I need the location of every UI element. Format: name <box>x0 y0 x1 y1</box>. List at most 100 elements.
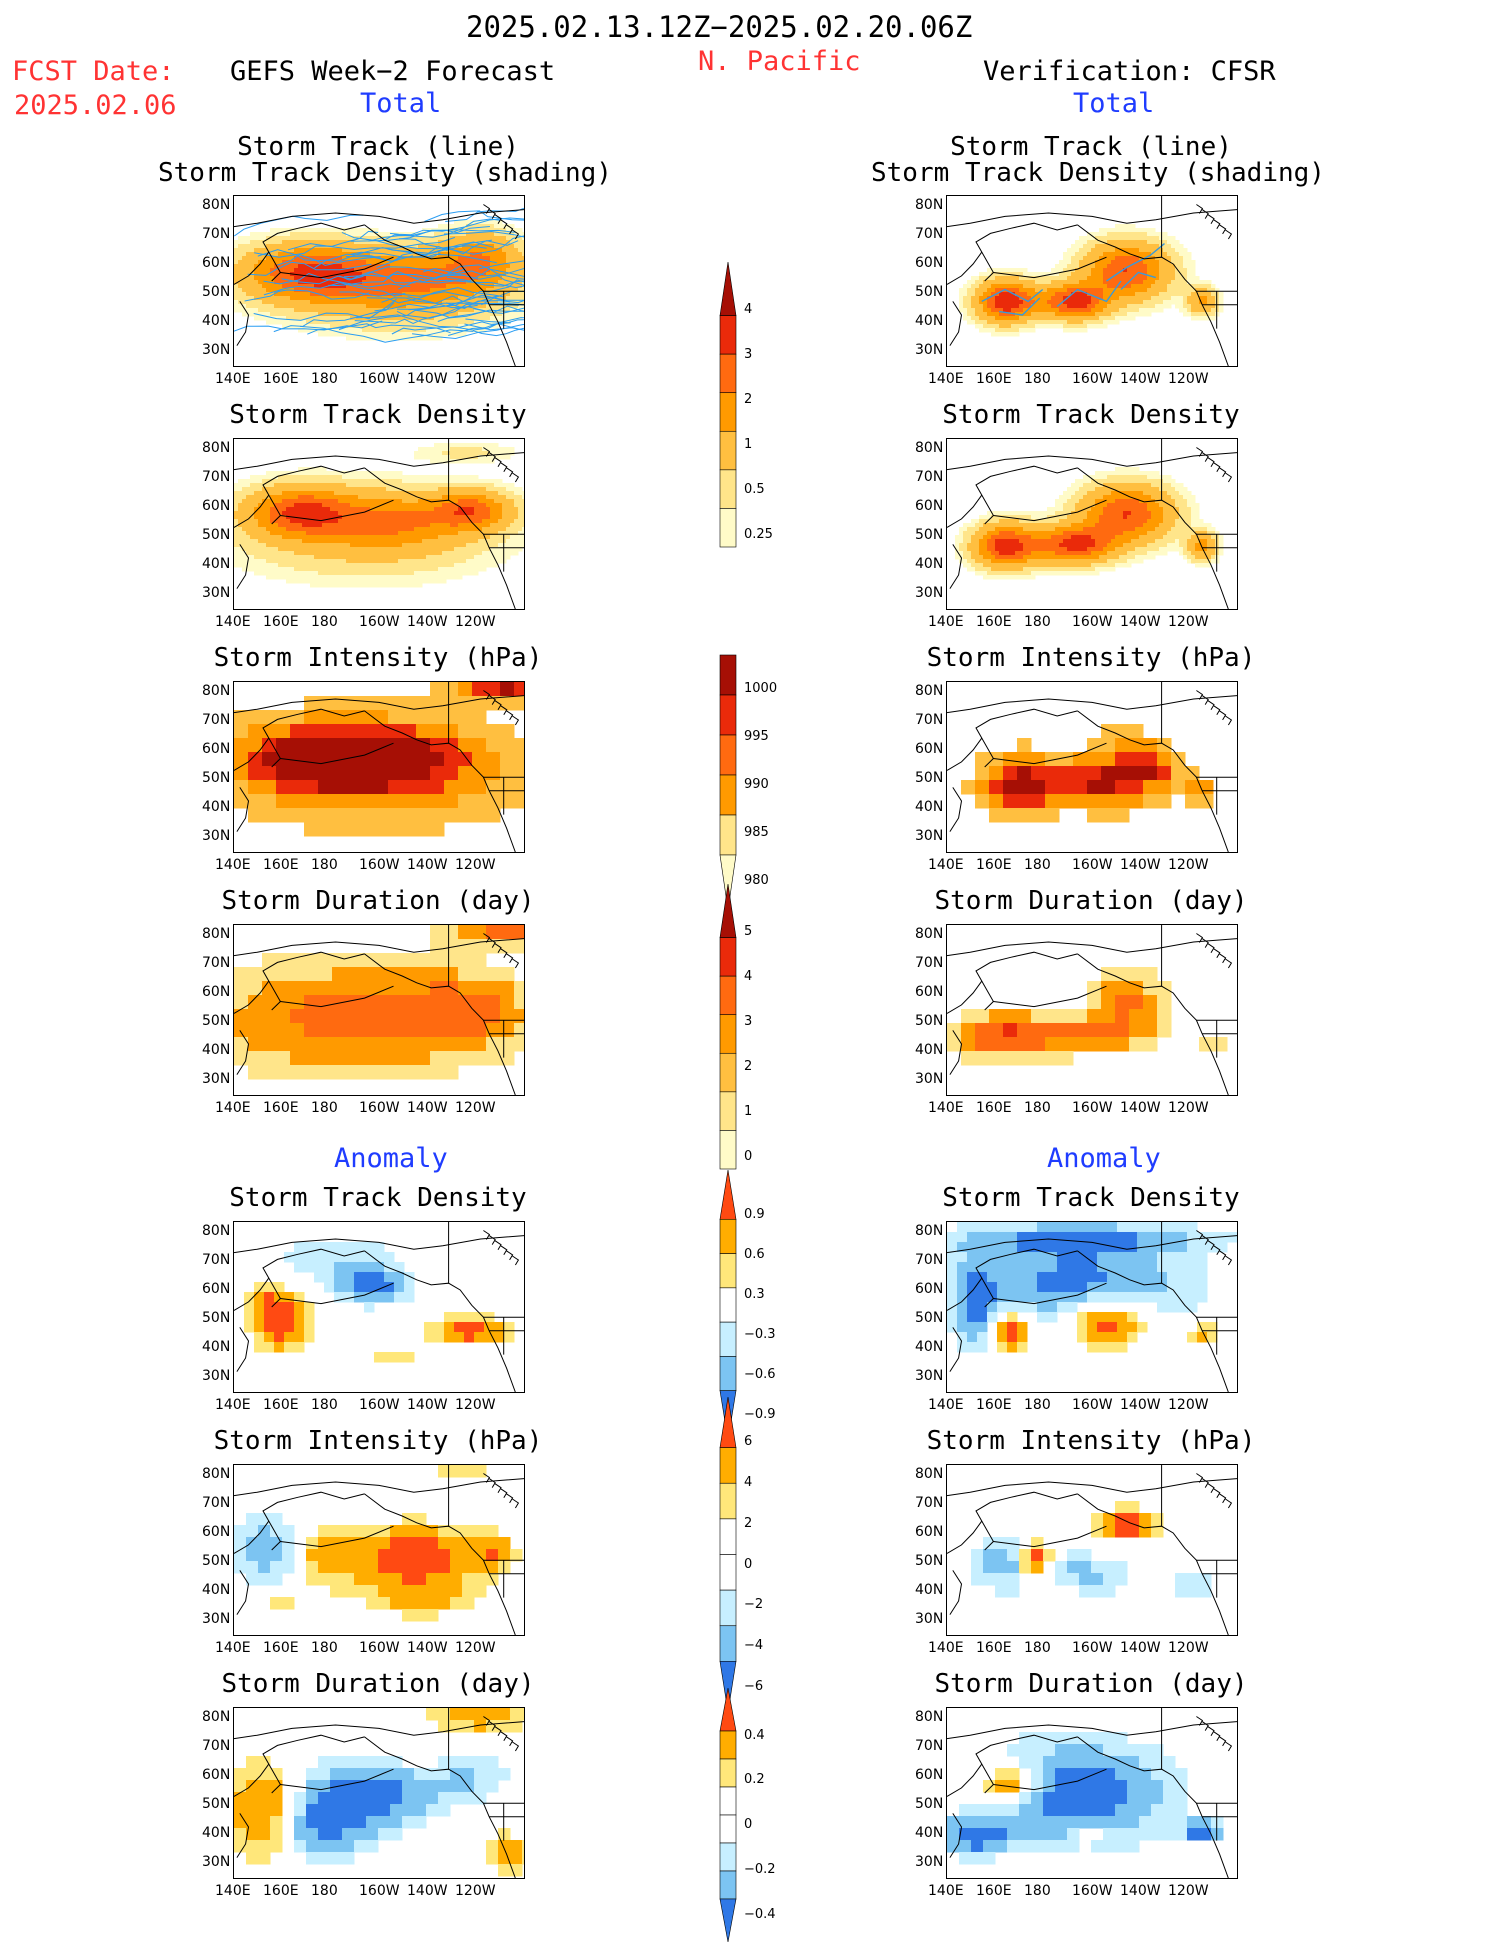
shading-cell <box>422 312 427 317</box>
shading-cell <box>458 953 473 968</box>
lon-tick-label: 120W <box>455 1100 496 1116</box>
shading-cell <box>498 1708 511 1721</box>
shading-cell <box>402 1597 415 1610</box>
shading-cell <box>1103 232 1108 237</box>
shading-cell <box>442 555 447 560</box>
shading-cell <box>302 503 307 508</box>
shading-cell <box>438 1780 451 1793</box>
shading-cell <box>362 471 367 476</box>
shading-cell <box>290 495 295 500</box>
shading-cell <box>410 519 415 524</box>
shading-cell <box>338 531 343 536</box>
shading-cell <box>414 487 419 492</box>
shading-cell <box>334 503 339 508</box>
shading-cell <box>286 272 291 277</box>
shading-cell <box>242 236 247 241</box>
shading-cell <box>438 260 443 265</box>
shading-cell <box>374 511 379 516</box>
shading-cell <box>514 507 519 512</box>
fcst-date-value: 2025.02.06 <box>14 90 177 121</box>
shading-cell <box>414 264 419 269</box>
shading-cell <box>270 1537 283 1550</box>
shading-cell <box>406 571 411 576</box>
shading-cell <box>378 567 383 572</box>
shading-cell <box>334 228 339 233</box>
shading-cell <box>302 304 307 309</box>
shading-cell <box>1123 228 1128 233</box>
shading-cell <box>378 1525 391 1538</box>
shading-cell <box>242 252 247 257</box>
shading-cell <box>266 308 271 313</box>
shading-cell <box>338 308 343 313</box>
shading-cell <box>294 1322 305 1333</box>
shading-cell <box>350 543 355 548</box>
shading-cell <box>314 232 319 237</box>
shading-cell <box>266 527 271 532</box>
shading-cell <box>442 579 447 584</box>
shading-cell <box>266 563 271 568</box>
shading-cell <box>282 563 287 568</box>
shading-cell <box>248 1051 263 1066</box>
shading-cell <box>514 551 519 556</box>
shading-cell <box>258 487 263 492</box>
shading-cell <box>242 507 247 512</box>
shading-cell <box>304 1037 319 1052</box>
shading-cell <box>258 1573 271 1586</box>
shading-cell <box>246 1513 259 1526</box>
shading-cell <box>254 535 259 540</box>
shading-cell <box>258 1828 271 1841</box>
shading-cell <box>506 455 511 460</box>
shading-cell <box>498 1549 511 1562</box>
shading-cell <box>416 780 431 795</box>
shading-cell <box>290 539 295 544</box>
shading-cell <box>426 272 431 277</box>
shading-cell <box>510 487 515 492</box>
shading-cell <box>498 555 503 560</box>
shading-cell <box>284 1302 295 1313</box>
shading-cell <box>386 559 391 564</box>
shading-cell <box>334 1272 345 1283</box>
shading-cell <box>514 491 519 496</box>
shading-cell <box>366 539 371 544</box>
lat-tick-label: 40N <box>202 799 230 815</box>
shading-cell <box>246 1852 259 1865</box>
shading-cell <box>390 547 395 552</box>
shading-cell <box>394 1292 405 1303</box>
shading-cell <box>502 455 507 460</box>
shading-cell <box>472 780 487 795</box>
shading-cell <box>244 1312 255 1323</box>
shading-cell <box>422 527 427 532</box>
shading-cell <box>326 507 331 512</box>
shading-cell <box>310 567 315 572</box>
shading-cell <box>304 967 319 982</box>
shading-cell <box>500 939 515 954</box>
shading-cell <box>362 563 367 568</box>
shading-cell <box>430 995 445 1010</box>
shading-cell <box>418 447 423 452</box>
shading-cell <box>378 252 383 257</box>
shading-cell <box>358 567 363 572</box>
shading-cell <box>304 822 319 837</box>
shading-cell <box>502 531 507 536</box>
shading-cell <box>266 575 271 580</box>
shading-cell <box>246 288 251 293</box>
shading-cell <box>304 1312 315 1323</box>
shading-cell <box>342 499 347 504</box>
shading-cell <box>494 256 499 261</box>
shading-cell <box>388 752 403 767</box>
shading-cell <box>474 563 479 568</box>
shading-cell <box>486 531 491 536</box>
shading-cell <box>290 579 295 584</box>
shading-cell <box>354 475 359 480</box>
shading-cell <box>360 1009 375 1024</box>
shading-cell <box>478 447 483 452</box>
shading-cell <box>250 559 255 564</box>
shading-cell <box>264 1312 275 1323</box>
lat-tick-label: 80N <box>202 683 230 699</box>
shading-cell <box>414 511 419 516</box>
shading-cell <box>326 583 331 588</box>
shading-cell <box>406 539 411 544</box>
shading-cell <box>254 571 259 576</box>
shading-cell <box>1107 236 1112 241</box>
shading-cell <box>258 519 263 524</box>
